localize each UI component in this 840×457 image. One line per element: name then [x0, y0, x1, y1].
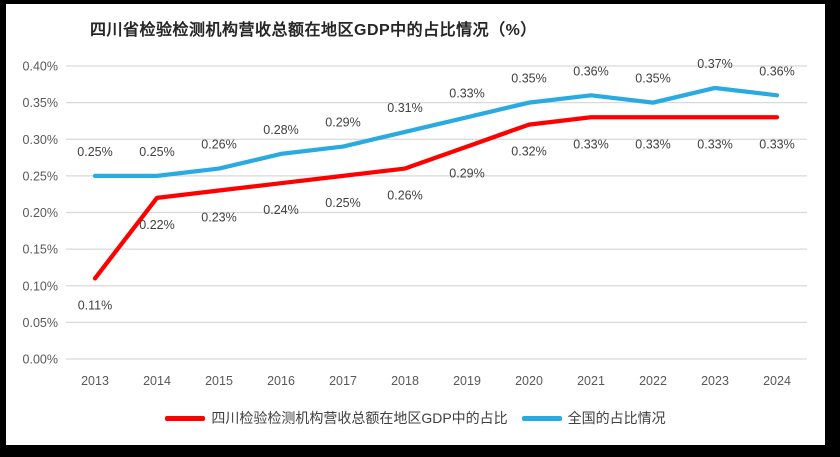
- data-label: 0.25%: [139, 145, 174, 159]
- sichuan-series-line: [92, 115, 780, 281]
- x-axis-tick-label: 2020: [515, 374, 543, 388]
- x-axis-tick-label: 2023: [701, 374, 729, 388]
- y-axis-tick-label: 0.00%: [23, 353, 58, 367]
- data-label: 0.33%: [635, 137, 670, 151]
- data-label: 0.35%: [511, 72, 546, 86]
- y-axis-tick-label: 0.10%: [23, 279, 58, 293]
- x-axis-tick-label: 2021: [577, 374, 605, 388]
- chart-container: 四川省检验检测机构营收总额在地区GDP中的占比情况（%） 0.00% 0.05% 0…: [6, 4, 825, 445]
- y-axis-tick-label: 0.25%: [23, 169, 58, 183]
- line-chart-plot: 0.00% 0.05% 0.10% 0.15% 0.20% 0.25% 0.30% 0.35%…: [23, 57, 807, 388]
- data-label: 0.33%: [449, 86, 484, 100]
- national-series-line: [92, 85, 780, 178]
- legend-label-national: 全国的占比情况: [567, 410, 666, 426]
- data-label: 0.26%: [201, 138, 236, 152]
- data-label: 0.26%: [387, 189, 422, 203]
- data-label: 0.33%: [573, 137, 608, 151]
- data-label: 0.28%: [263, 123, 298, 137]
- national-line-swatch-icon: [521, 415, 562, 421]
- legend-item-national: 全国的占比情况: [521, 408, 666, 428]
- x-axis-tick-label: 2016: [267, 374, 295, 388]
- y-axis-tick-label: 0.40%: [23, 60, 58, 74]
- data-label: 0.22%: [139, 218, 174, 232]
- data-label: 0.31%: [387, 101, 422, 115]
- y-axis-tick-label: 0.05%: [23, 316, 58, 330]
- y-axis-tick-label: 0.30%: [23, 133, 58, 147]
- data-label: 0.24%: [263, 203, 298, 217]
- data-label: 0.29%: [449, 167, 484, 181]
- y-axis-tick-label: 0.15%: [23, 243, 58, 257]
- x-axis-tick-label: 2019: [453, 374, 481, 388]
- y-axis-tick-label: 0.35%: [23, 96, 58, 110]
- data-label: 0.36%: [759, 64, 794, 78]
- y-axis-tick-label: 0.20%: [23, 206, 58, 220]
- x-axis-tick-label: 2013: [81, 374, 109, 388]
- x-axis-tick-label: 2022: [639, 374, 667, 388]
- data-label: 0.23%: [201, 211, 236, 225]
- chart-legend: 四川检验检测机构营收总额在地区GDP中的占比 全国的占比情况: [6, 407, 825, 429]
- data-label: 0.35%: [635, 72, 670, 86]
- x-axis-tick-label: 2024: [763, 374, 791, 388]
- chart-title: 四川省检验检测机构营收总额在地区GDP中的占比情况（%）: [90, 22, 537, 39]
- legend-label-sichuan: 四川检验检测机构营收总额在地区GDP中的占比: [211, 410, 508, 426]
- x-axis-tick-label: 2017: [329, 374, 357, 388]
- data-label: 0.11%: [78, 298, 113, 312]
- data-label: 0.33%: [697, 137, 732, 151]
- data-label: 0.25%: [325, 196, 360, 210]
- data-label: 0.25%: [77, 145, 112, 159]
- data-label: 0.36%: [573, 64, 608, 78]
- sichuan-line-swatch-icon: [165, 415, 206, 421]
- legend-item-sichuan: 四川检验检测机构营收总额在地区GDP中的占比: [165, 408, 508, 428]
- data-label: 0.29%: [325, 116, 360, 130]
- data-label: 0.33%: [759, 137, 794, 151]
- data-label: 0.37%: [697, 57, 732, 71]
- x-axis-tick-label: 2015: [205, 374, 233, 388]
- x-axis-tick-label: 2014: [143, 374, 171, 388]
- data-label: 0.32%: [511, 145, 546, 159]
- x-axis-tick-label: 2018: [391, 374, 419, 388]
